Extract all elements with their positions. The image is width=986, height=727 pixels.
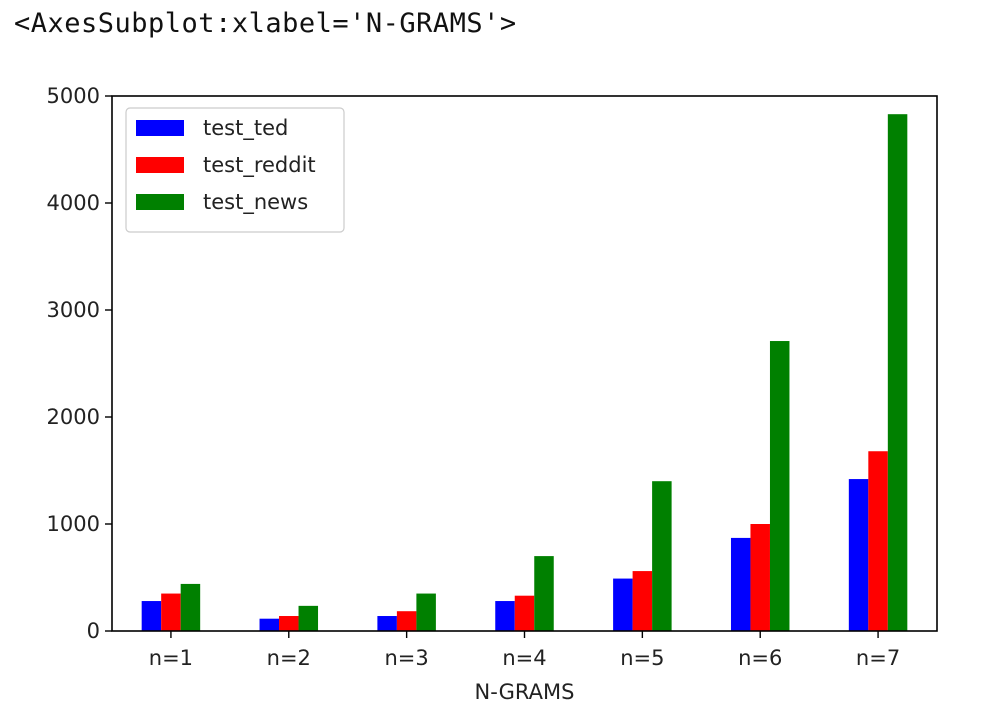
bar-test_ted-n=1	[141, 601, 162, 631]
bar-test_news-n=1	[180, 583, 201, 631]
legend: test_ted test_reddit test_news	[125, 107, 345, 233]
bar-test_news-n=7	[887, 114, 908, 631]
bars-layer	[141, 114, 908, 631]
y-tick-label: 4000	[47, 191, 100, 215]
x-tick-label: n=1	[149, 646, 193, 670]
bar-test_news-n=2	[298, 605, 319, 631]
x-tick-label: n=5	[620, 646, 664, 670]
legend-label-test_ted: test_ted	[203, 116, 288, 141]
bar-test_reddit-n=2	[279, 616, 299, 631]
bar-test_news-n=3	[416, 593, 436, 631]
y-tick-label: 0	[87, 619, 100, 643]
legend-swatch-test_reddit	[136, 157, 184, 173]
legend-label-test_news: test_news	[203, 190, 308, 215]
x-tick-label: n=4	[502, 646, 546, 670]
bar-test_news-n=4	[534, 556, 554, 631]
bar-test_ted-n=3	[377, 616, 397, 631]
x-tick-label: n=2	[267, 646, 311, 670]
x-axis-label: N-GRAMS	[475, 680, 575, 704]
bar-test_ted-n=7	[848, 479, 869, 631]
bar-test_news-n=5	[652, 481, 672, 631]
bar-test_news-n=6	[769, 341, 790, 631]
x-tick-label: n=3	[385, 646, 429, 670]
bar-test_reddit-n=1	[161, 593, 181, 631]
x-tick-label: n=6	[738, 646, 782, 670]
bar-test_reddit-n=4	[514, 595, 535, 631]
bar-test_ted-n=2	[259, 618, 280, 631]
x-tick-label: n=7	[856, 646, 900, 670]
bar-test_reddit-n=3	[396, 611, 417, 631]
bar-test_reddit-n=5	[632, 571, 653, 631]
x-axis: n=1 n=2 n=3 n=4 n=5 n=6 n=7	[149, 631, 900, 670]
bar-test_ted-n=6	[730, 537, 751, 631]
legend-swatch-test_news	[136, 194, 184, 210]
y-tick-label: 1000	[47, 512, 100, 536]
y-tick-label: 5000	[47, 84, 100, 108]
axes-repr-output: <AxesSubplot:xlabel='N-GRAMS'>	[14, 8, 517, 39]
y-axis: 0 1000 2000 3000 4000 5000	[47, 84, 112, 643]
y-tick-label: 2000	[47, 405, 100, 429]
legend-swatch-test_ted	[136, 120, 184, 136]
y-tick-label: 3000	[47, 298, 100, 322]
bar-test_ted-n=5	[613, 578, 633, 631]
bar-test_reddit-n=6	[750, 524, 770, 631]
legend-label-test_reddit: test_reddit	[203, 153, 316, 178]
bar-test_ted-n=4	[495, 601, 515, 631]
bar-test_reddit-n=7	[868, 451, 888, 631]
